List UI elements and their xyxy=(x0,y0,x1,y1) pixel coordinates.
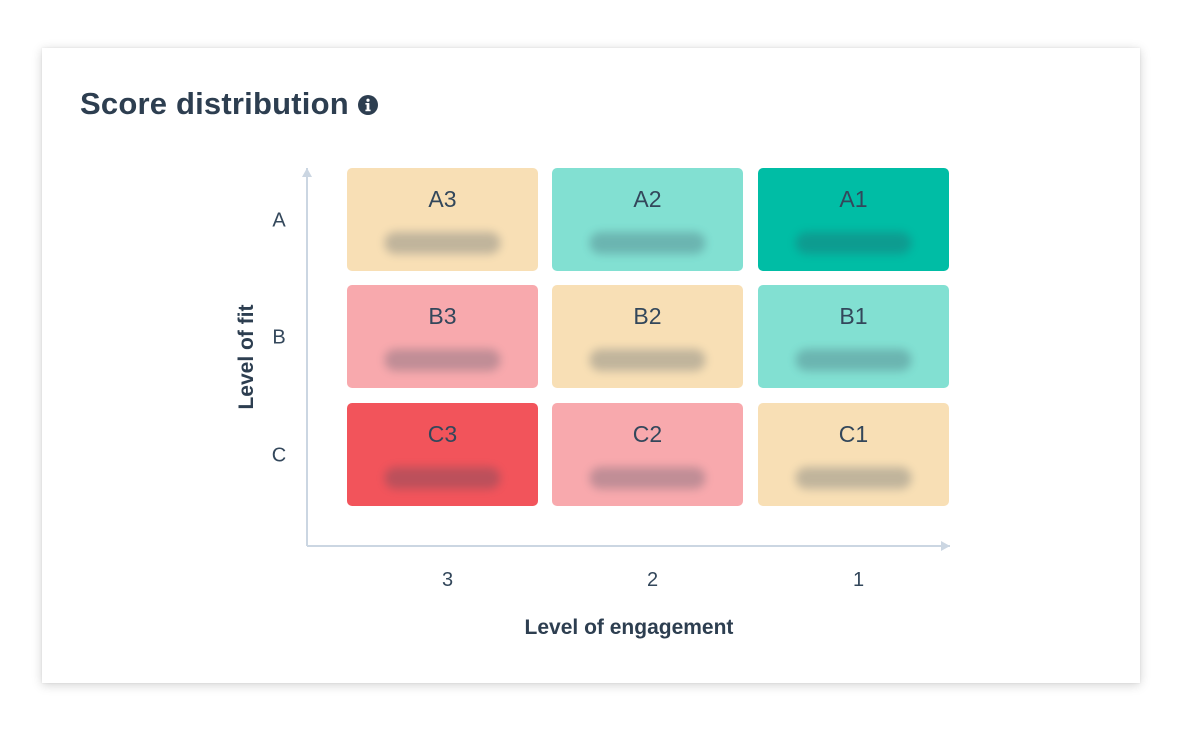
score-cell-bg xyxy=(347,285,538,388)
y-axis-title: Level of fit xyxy=(235,304,258,409)
score-cell-value-blurred xyxy=(795,467,912,489)
score-cell-value-blurred xyxy=(589,467,706,489)
score-cell-c3[interactable]: C3 xyxy=(347,403,538,506)
x-tick-label: 1 xyxy=(853,569,864,591)
score-cell-bg xyxy=(552,285,743,388)
score-cell-a2[interactable]: A2 xyxy=(552,168,743,271)
score-cell-label: A1 xyxy=(839,186,867,212)
score-cell-b1[interactable]: B1 xyxy=(758,285,949,388)
score-cell-label: A2 xyxy=(633,186,661,212)
score-cell-bg xyxy=(758,403,949,506)
score-cell-value-blurred xyxy=(384,467,501,489)
x-axis-arrow-icon xyxy=(941,541,950,551)
score-cell-bg xyxy=(347,403,538,506)
score-cell-value-blurred xyxy=(589,349,706,371)
score-cell-value-blurred xyxy=(795,349,912,371)
score-cell-label: C3 xyxy=(428,421,457,447)
y-tick-label: C xyxy=(272,445,286,467)
score-cell-bg xyxy=(552,403,743,506)
y-axis-arrow-icon xyxy=(302,168,312,177)
score-cell-bg xyxy=(552,168,743,271)
info-circle-icon[interactable] xyxy=(357,94,379,116)
score-cell-label: B3 xyxy=(428,303,456,329)
score-cell-b3[interactable]: B3 xyxy=(347,285,538,388)
score-cell-label: A3 xyxy=(428,186,456,212)
x-tick-label: 3 xyxy=(442,569,453,591)
score-cell-label: B1 xyxy=(839,303,867,329)
score-cell-bg xyxy=(758,285,949,388)
score-cell-c2[interactable]: C2 xyxy=(552,403,743,506)
score-cell-a1[interactable]: A1 xyxy=(758,168,949,271)
score-cell-label: B2 xyxy=(633,303,661,329)
card-title: Score distribution xyxy=(80,86,349,121)
score-cell-value-blurred xyxy=(589,232,706,254)
score-cell-value-blurred xyxy=(384,349,501,371)
score-cell-label: C2 xyxy=(633,421,662,447)
y-tick-label: B xyxy=(272,327,285,349)
score-cell-label: C1 xyxy=(839,421,868,447)
score-cell-bg xyxy=(347,168,538,271)
x-axis-title: Level of engagement xyxy=(525,616,734,639)
y-tick-label: A xyxy=(272,210,286,232)
score-cell-bg xyxy=(758,168,949,271)
x-tick-label: 2 xyxy=(647,569,658,591)
score-cell-c1[interactable]: C1 xyxy=(758,403,949,506)
score-cell-a3[interactable]: A3 xyxy=(347,168,538,271)
score-cell-value-blurred xyxy=(795,232,912,254)
score-cell-value-blurred xyxy=(384,232,501,254)
card-header: Score distribution xyxy=(80,86,379,122)
score-cell-b2[interactable]: B2 xyxy=(552,285,743,388)
